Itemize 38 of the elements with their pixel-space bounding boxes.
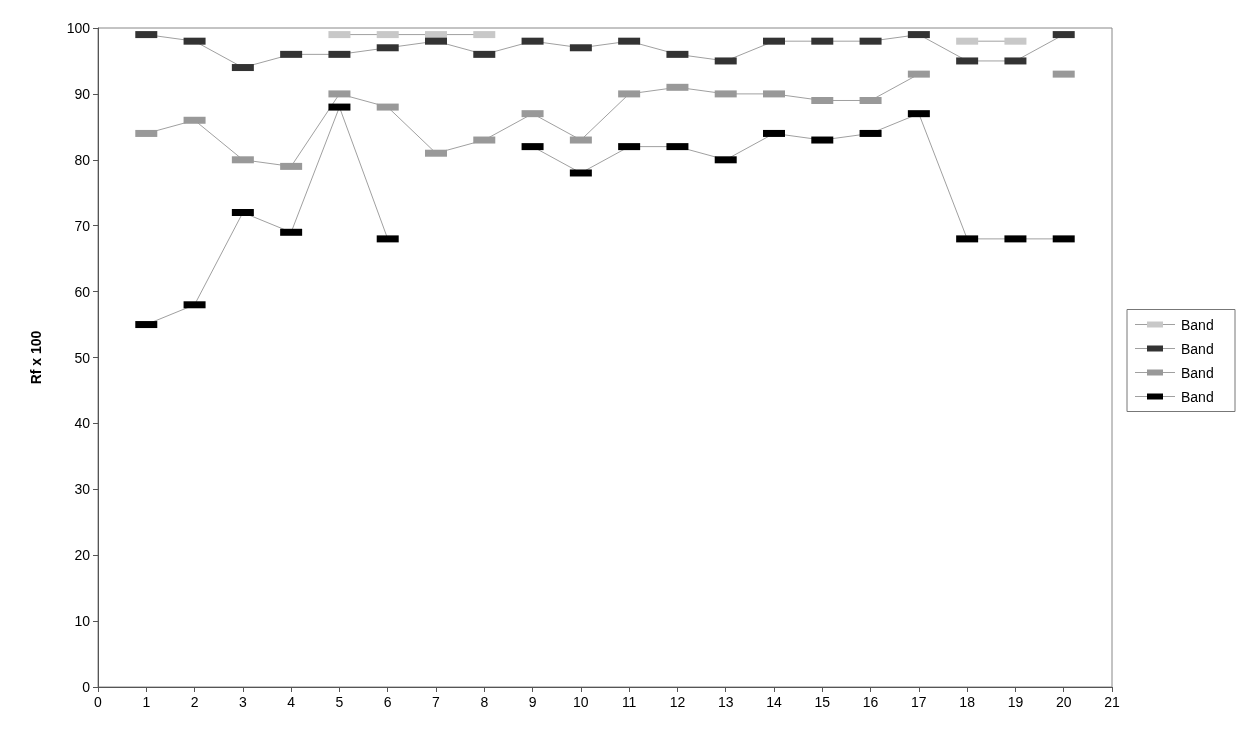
y-tick-label: 30: [74, 481, 91, 498]
x-tick-label: 8: [480, 694, 489, 710]
x-tick-label: 20: [1055, 694, 1072, 710]
y-tick-label: 10: [74, 613, 91, 630]
x-tick-label: 12: [669, 694, 686, 710]
x-tick-label: 1: [142, 694, 151, 710]
x-tick-label: 6: [383, 694, 392, 710]
legend-label: Band: [1181, 364, 1214, 381]
legend-label: Band: [1181, 340, 1214, 357]
legend-label: Band: [1181, 388, 1214, 405]
x-tick-label: 0: [94, 694, 103, 710]
x-tick-label: 18: [959, 694, 976, 710]
x-tick-label: 19: [1007, 694, 1024, 710]
x-tick-label: 15: [814, 694, 831, 710]
x-tick-label: 4: [287, 694, 296, 710]
x-tick-label: 7: [432, 694, 441, 710]
y-tick-label: 90: [74, 85, 91, 102]
y-tick-label: 100: [66, 20, 91, 36]
y-tick-label: 20: [74, 547, 91, 564]
x-tick-label: 17: [911, 694, 927, 710]
x-tick-label: 11: [621, 694, 637, 710]
x-tick-label: 3: [238, 694, 247, 710]
y-axis-title: Rf x 100: [28, 330, 44, 385]
y-tick-label: 0: [82, 679, 91, 695]
y-tick-label: 60: [74, 283, 91, 300]
x-tick-label: 9: [528, 694, 537, 710]
y-tick-label: 70: [74, 217, 91, 234]
x-tick-label: 13: [717, 694, 734, 710]
x-tick-label: 16: [862, 694, 879, 710]
y-tick-label: 40: [74, 415, 91, 432]
x-tick-label: 5: [335, 694, 344, 710]
x-tick-label: 10: [573, 694, 589, 710]
legend-label: Band: [1181, 316, 1214, 333]
x-tick-label: 14: [766, 694, 782, 710]
x-tick-label: 21: [1104, 694, 1120, 710]
y-tick-label: 80: [74, 151, 91, 168]
x-tick-label: 2: [190, 694, 199, 710]
y-tick-label: 50: [74, 349, 91, 366]
